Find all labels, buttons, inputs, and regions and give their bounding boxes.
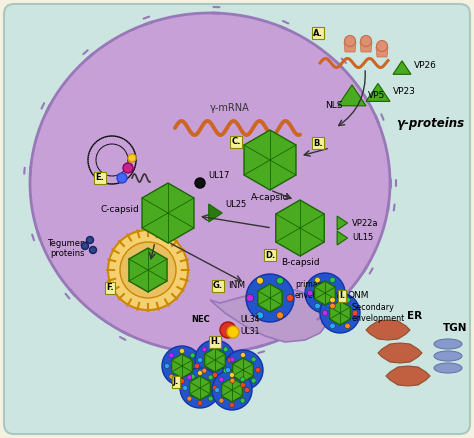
Polygon shape bbox=[338, 85, 366, 106]
Polygon shape bbox=[329, 301, 350, 325]
Circle shape bbox=[230, 357, 235, 362]
Polygon shape bbox=[190, 376, 210, 400]
Circle shape bbox=[322, 310, 328, 316]
Circle shape bbox=[352, 310, 358, 316]
Circle shape bbox=[215, 388, 219, 392]
Circle shape bbox=[315, 303, 320, 309]
Polygon shape bbox=[337, 216, 347, 230]
Circle shape bbox=[202, 347, 207, 352]
Polygon shape bbox=[360, 42, 372, 52]
Ellipse shape bbox=[434, 363, 462, 373]
Circle shape bbox=[223, 350, 263, 390]
Text: TGN: TGN bbox=[443, 323, 467, 333]
Text: F.: F. bbox=[106, 283, 114, 293]
Text: NLS: NLS bbox=[325, 102, 343, 110]
Text: NEC: NEC bbox=[191, 315, 210, 325]
Circle shape bbox=[220, 322, 236, 338]
Circle shape bbox=[246, 274, 294, 322]
Circle shape bbox=[117, 173, 127, 183]
Text: B-capsid: B-capsid bbox=[281, 258, 319, 267]
Circle shape bbox=[230, 378, 235, 383]
Circle shape bbox=[86, 237, 93, 244]
Text: B.: B. bbox=[313, 138, 323, 148]
Polygon shape bbox=[315, 281, 336, 305]
Polygon shape bbox=[344, 42, 356, 52]
Circle shape bbox=[120, 242, 176, 298]
Circle shape bbox=[330, 323, 335, 329]
Circle shape bbox=[276, 277, 283, 284]
Circle shape bbox=[212, 343, 218, 347]
Polygon shape bbox=[210, 290, 330, 342]
Ellipse shape bbox=[434, 339, 462, 349]
Circle shape bbox=[223, 368, 228, 373]
Circle shape bbox=[361, 35, 372, 46]
Circle shape bbox=[198, 400, 202, 406]
Text: VP22a: VP22a bbox=[352, 219, 379, 227]
Text: VP26: VP26 bbox=[414, 61, 437, 71]
Circle shape bbox=[320, 293, 360, 333]
Text: D.: D. bbox=[265, 251, 275, 259]
Circle shape bbox=[245, 388, 249, 392]
Text: A-capsid: A-capsid bbox=[251, 193, 289, 202]
Circle shape bbox=[169, 353, 174, 358]
Text: UL17: UL17 bbox=[208, 172, 229, 180]
Polygon shape bbox=[205, 348, 226, 372]
Polygon shape bbox=[276, 200, 324, 256]
Circle shape bbox=[337, 290, 343, 296]
Circle shape bbox=[240, 398, 245, 403]
Polygon shape bbox=[129, 248, 167, 292]
Text: J.: J. bbox=[173, 378, 179, 386]
Polygon shape bbox=[233, 358, 254, 382]
Text: proteins: proteins bbox=[51, 248, 85, 258]
Circle shape bbox=[256, 312, 264, 319]
Circle shape bbox=[345, 323, 350, 329]
Circle shape bbox=[169, 374, 174, 379]
Polygon shape bbox=[386, 366, 430, 386]
Circle shape bbox=[180, 368, 220, 408]
Circle shape bbox=[251, 378, 256, 383]
Ellipse shape bbox=[434, 351, 462, 361]
Circle shape bbox=[162, 346, 202, 386]
Circle shape bbox=[123, 163, 133, 173]
Circle shape bbox=[256, 277, 264, 284]
Polygon shape bbox=[142, 183, 194, 243]
Circle shape bbox=[108, 230, 188, 310]
Circle shape bbox=[240, 353, 246, 357]
Text: UL15: UL15 bbox=[352, 233, 373, 243]
Circle shape bbox=[227, 326, 239, 338]
Circle shape bbox=[194, 364, 200, 368]
Circle shape bbox=[228, 357, 233, 363]
Text: UL31: UL31 bbox=[240, 328, 259, 336]
Circle shape bbox=[246, 294, 254, 301]
Circle shape bbox=[330, 277, 335, 283]
Text: UL25: UL25 bbox=[225, 200, 246, 209]
Circle shape bbox=[198, 357, 202, 363]
Circle shape bbox=[345, 297, 350, 303]
Text: ER: ER bbox=[408, 311, 422, 321]
Circle shape bbox=[212, 370, 252, 410]
Text: E.: E. bbox=[96, 173, 104, 183]
Circle shape bbox=[255, 367, 261, 372]
Text: γ-proteins: γ-proteins bbox=[396, 117, 464, 130]
Polygon shape bbox=[376, 47, 388, 57]
Circle shape bbox=[315, 277, 320, 283]
Circle shape bbox=[219, 377, 224, 382]
Polygon shape bbox=[222, 378, 242, 402]
Circle shape bbox=[195, 340, 235, 380]
Circle shape bbox=[187, 375, 192, 380]
Text: C.: C. bbox=[231, 138, 241, 146]
Polygon shape bbox=[209, 204, 222, 222]
Circle shape bbox=[276, 312, 283, 319]
Circle shape bbox=[90, 247, 97, 254]
Circle shape bbox=[345, 35, 356, 46]
Circle shape bbox=[202, 368, 207, 373]
Text: Secondary
envelopment: Secondary envelopment bbox=[352, 303, 405, 323]
Circle shape bbox=[240, 382, 246, 388]
Polygon shape bbox=[378, 343, 422, 363]
Circle shape bbox=[307, 290, 313, 296]
Circle shape bbox=[305, 273, 345, 313]
Circle shape bbox=[128, 154, 136, 162]
Circle shape bbox=[182, 385, 188, 391]
Polygon shape bbox=[258, 284, 282, 312]
